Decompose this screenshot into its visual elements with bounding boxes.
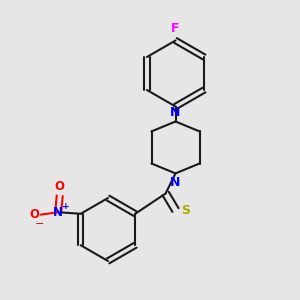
Text: F: F bbox=[171, 22, 180, 35]
Text: N: N bbox=[170, 106, 181, 119]
Text: N: N bbox=[53, 206, 63, 219]
Text: +: + bbox=[62, 202, 70, 211]
Text: O: O bbox=[55, 180, 65, 193]
Text: S: S bbox=[181, 203, 190, 217]
Text: O: O bbox=[29, 208, 39, 221]
Text: N: N bbox=[170, 176, 181, 189]
Text: −: − bbox=[35, 218, 45, 229]
